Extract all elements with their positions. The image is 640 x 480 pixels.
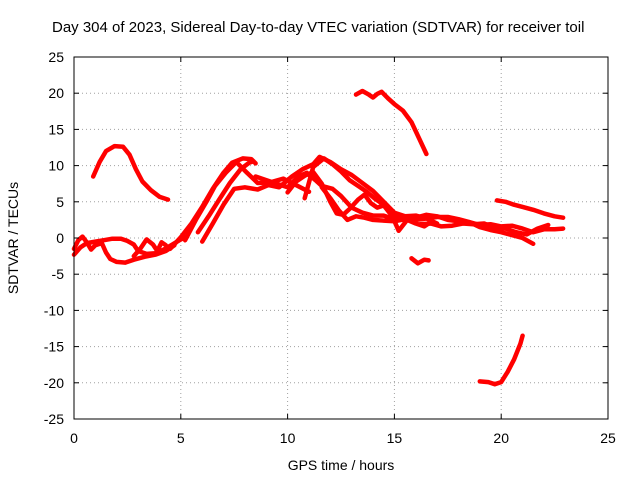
axis-ticks: 0 5 10 15 20 25 -25 -20 -15 -10 -5 0 5 10 15 20 25 (44, 49, 616, 446)
y-tick-label: -10 (44, 302, 64, 318)
y-tick-label: 20 (48, 85, 64, 101)
y-tick-label: 5 (56, 194, 64, 210)
series-arc-12 (319, 185, 419, 224)
series-arc-14 (417, 221, 551, 237)
x-axis-label: GPS time / hours (288, 457, 395, 473)
y-tick-label: -15 (44, 339, 64, 355)
y-tick-label: 15 (48, 121, 64, 137)
y-tick-label: 25 (48, 49, 64, 65)
series-arc-03 (71, 234, 177, 265)
series-arc-17 (494, 198, 566, 220)
x-tick-label: 10 (280, 430, 296, 446)
y-tick-label: -5 (52, 266, 65, 282)
x-tick-label: 25 (600, 430, 616, 446)
series-arc-18 (477, 333, 525, 387)
y-tick-label: 0 (56, 230, 64, 246)
series-arc-01 (90, 143, 171, 202)
series-arc-04 (131, 237, 169, 259)
x-tick-label: 5 (177, 430, 185, 446)
y-tick-label: -20 (44, 375, 64, 391)
series-arc-07 (195, 159, 256, 235)
x-tick-label: 0 (70, 430, 78, 446)
series-arc-11 (302, 156, 416, 223)
x-tick-label: 15 (387, 430, 403, 446)
series-arc-08 (199, 154, 566, 244)
y-tick-label: 10 (48, 158, 64, 174)
series-arc-05 (167, 156, 258, 252)
series-arc-15 (353, 88, 429, 157)
x-tick-label: 20 (493, 430, 509, 446)
grid-lines (74, 57, 608, 419)
y-tick-label: -25 (44, 411, 64, 427)
data-series (71, 88, 566, 387)
series-arc-16 (409, 256, 431, 266)
chart-title: Day 304 of 2023, Sidereal Day-to-day VTE… (52, 19, 584, 36)
y-axis-label: SDTVAR / TECUs (5, 182, 21, 294)
